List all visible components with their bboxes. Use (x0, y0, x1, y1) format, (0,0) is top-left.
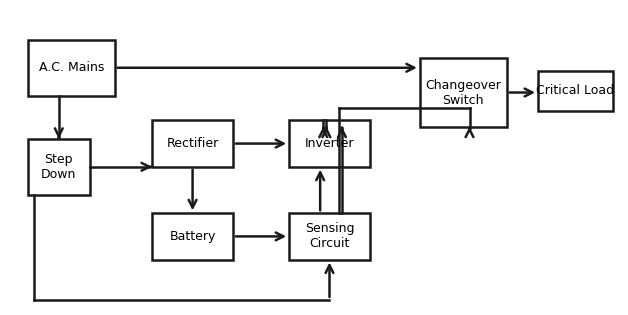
FancyBboxPatch shape (289, 120, 370, 167)
Text: Critical Load: Critical Load (536, 84, 614, 97)
Text: Changeover
Switch: Changeover Switch (425, 78, 501, 106)
FancyBboxPatch shape (28, 139, 90, 195)
FancyBboxPatch shape (152, 120, 233, 167)
Text: Battery: Battery (170, 230, 216, 243)
Text: Step
Down: Step Down (41, 153, 77, 181)
FancyBboxPatch shape (538, 71, 613, 111)
FancyBboxPatch shape (28, 40, 115, 96)
Text: Inverter: Inverter (305, 137, 354, 150)
Text: Rectifier: Rectifier (166, 137, 219, 150)
Text: A.C. Mains: A.C. Mains (38, 61, 104, 74)
FancyBboxPatch shape (152, 213, 233, 260)
Text: Sensing
Circuit: Sensing Circuit (305, 222, 354, 250)
FancyBboxPatch shape (420, 59, 507, 127)
FancyBboxPatch shape (289, 213, 370, 260)
